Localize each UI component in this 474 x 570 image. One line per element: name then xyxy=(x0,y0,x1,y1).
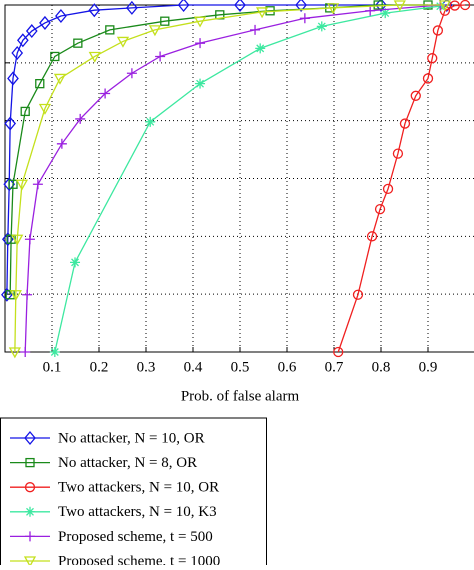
x-tick-label: 0.5 xyxy=(231,359,250,375)
data-point xyxy=(195,38,206,49)
data-point xyxy=(7,71,19,86)
data-point xyxy=(316,21,327,32)
legend-label: Two attackers, N = 10, OR xyxy=(58,480,219,496)
data-point xyxy=(459,0,471,11)
data-point xyxy=(380,8,391,19)
data-point xyxy=(299,13,310,24)
data-point xyxy=(3,177,16,192)
data-point xyxy=(352,289,364,300)
data-point xyxy=(49,347,60,357)
data-point xyxy=(234,0,246,13)
data-point xyxy=(88,51,101,63)
series-line xyxy=(14,4,445,353)
data-point xyxy=(392,148,404,159)
data-point xyxy=(126,0,138,15)
data-point xyxy=(382,183,394,195)
legend-label: Two attackers, N = 10, K3 xyxy=(58,504,217,520)
data-point xyxy=(193,16,207,28)
data-point xyxy=(105,25,115,35)
data-point xyxy=(422,73,434,84)
legend-label: Proposed scheme, t = 500 xyxy=(58,529,213,545)
data-point xyxy=(255,43,266,54)
data-point xyxy=(73,38,83,48)
data-point xyxy=(15,179,29,191)
data-point xyxy=(22,289,33,300)
legend-label: No attacker, N = 8, OR xyxy=(58,455,197,471)
data-point xyxy=(11,45,24,61)
data-point xyxy=(75,113,86,124)
legend-marker xyxy=(24,430,36,446)
series-line xyxy=(9,4,428,295)
data-point xyxy=(8,347,21,359)
data-point xyxy=(55,8,67,24)
data-point xyxy=(50,51,60,62)
x-tick-label: 0.2 xyxy=(90,359,109,375)
legend-marker xyxy=(24,482,36,493)
data-point xyxy=(177,0,190,13)
x-tick-label: 0.7 xyxy=(325,359,344,375)
legend-label: Proposed scheme, t = 1000 xyxy=(58,553,220,565)
legend-box xyxy=(0,417,267,570)
data-point xyxy=(145,116,156,127)
data-point xyxy=(449,0,460,11)
data-point xyxy=(326,3,340,15)
data-point xyxy=(250,24,261,35)
data-point xyxy=(70,257,81,268)
data-point xyxy=(11,234,24,246)
data-point xyxy=(38,103,52,115)
data-point xyxy=(100,88,111,99)
series-line xyxy=(54,5,441,353)
data-point xyxy=(4,116,17,131)
data-point xyxy=(399,118,411,129)
data-point xyxy=(374,204,386,215)
x-tick-label: 0.6 xyxy=(278,359,297,375)
legend-marker xyxy=(23,556,37,568)
data-point xyxy=(393,0,406,12)
series-line xyxy=(6,4,447,295)
data-point xyxy=(24,234,35,245)
data-point xyxy=(255,7,269,19)
x-axis-label: Prob. of false alarm xyxy=(181,388,300,404)
data-point xyxy=(32,179,43,190)
data-point xyxy=(427,53,438,64)
series-line xyxy=(24,4,441,353)
data-point xyxy=(432,25,444,36)
data-point xyxy=(410,90,421,101)
x-tick-label: 0.4 xyxy=(184,359,203,375)
data-point xyxy=(366,231,378,242)
data-point xyxy=(56,138,67,149)
data-point xyxy=(39,15,51,30)
legend-marker xyxy=(25,457,35,468)
legend-marker xyxy=(25,531,35,542)
data-point xyxy=(333,346,344,358)
data-point xyxy=(160,16,170,26)
data-point xyxy=(25,24,38,39)
x-tick-label: 0.1 xyxy=(43,359,62,375)
data-point xyxy=(375,0,387,13)
data-point xyxy=(53,73,67,85)
data-point xyxy=(155,51,166,62)
x-tick-label: 0.3 xyxy=(137,359,156,375)
data-point xyxy=(8,179,18,189)
data-point xyxy=(116,36,130,48)
data-point xyxy=(126,68,137,79)
data-point xyxy=(9,290,22,302)
data-point xyxy=(20,347,31,357)
data-point xyxy=(365,5,376,16)
data-point xyxy=(195,78,206,89)
data-point xyxy=(148,25,162,37)
data-point xyxy=(88,3,101,18)
x-tick-label: 0.9 xyxy=(419,359,438,375)
data-point xyxy=(20,106,30,117)
data-point xyxy=(438,0,452,12)
data-point xyxy=(17,33,29,48)
legend-label: No attacker, N = 10, OR xyxy=(58,430,205,446)
data-point xyxy=(295,0,307,13)
legend-marker xyxy=(25,506,35,517)
data-point xyxy=(373,0,383,10)
data-point xyxy=(35,79,45,89)
x-tick-label: 0.8 xyxy=(372,359,391,375)
